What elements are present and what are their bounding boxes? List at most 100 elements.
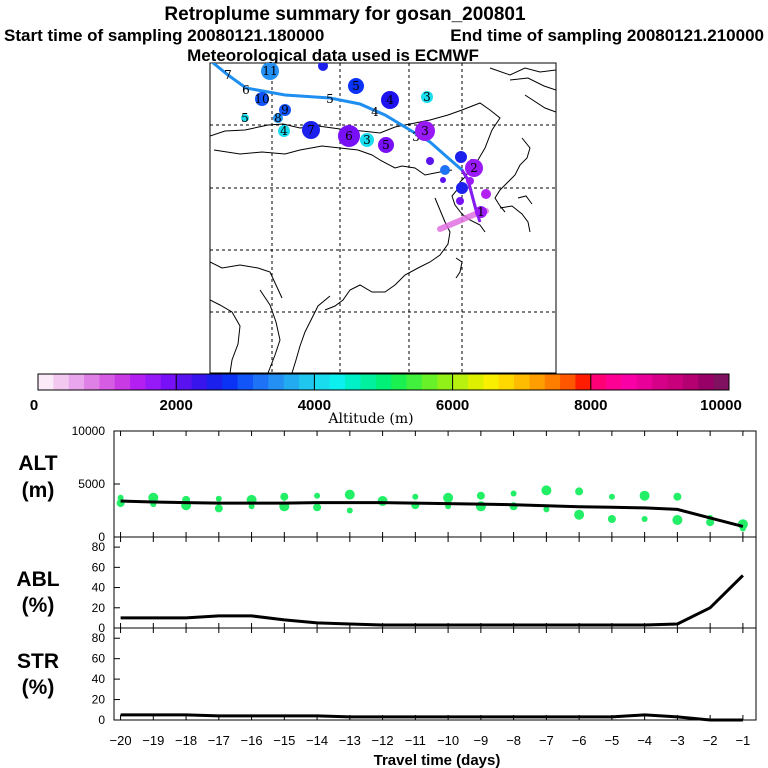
colorbar-swatch [375, 374, 392, 390]
trajectory-marker-label: 4 [280, 124, 288, 138]
colorbar-swatch [483, 374, 500, 390]
colorbar-swatch [268, 374, 285, 390]
x-tick-label: −10 [437, 733, 459, 748]
colorbar-swatch [130, 374, 146, 390]
y-tick-label: 40 [92, 581, 106, 595]
colorbar-swatch [114, 374, 131, 390]
colorbar-swatch [529, 374, 546, 390]
track-day-label: 5 [326, 92, 334, 106]
panel-label: STR [17, 650, 59, 673]
x-tick-label: −9 [473, 733, 488, 748]
x-tick-label: −20 [110, 733, 132, 748]
x-tick-label: −7 [539, 733, 554, 748]
x-tick-label: −14 [306, 733, 328, 748]
colorbar-tick-labels: 0 2000 4000 6000 8000 10000 [30, 374, 742, 414]
trajectory-marker-label: 8 [274, 111, 282, 125]
colorbar-swatch [38, 374, 54, 390]
colorbar-swatch [590, 374, 607, 390]
x-tick-label: −4 [637, 733, 652, 748]
colorbar-swatch [575, 374, 592, 390]
map-graticule [210, 63, 556, 373]
altitude-scatter-point [543, 506, 550, 513]
map-frame [209, 62, 557, 374]
y-tick-label: 60 [92, 652, 106, 666]
trajectory-marker-label: 6 [345, 129, 353, 143]
colorbar-swatch [68, 374, 85, 390]
colorbar-swatch [621, 374, 638, 390]
x-tick-label: −11 [405, 733, 426, 748]
str-panel: 80 60 40 20 0 STR (%) [17, 627, 757, 727]
colorbar-tick-label: 4000 [298, 397, 331, 414]
start-time-label: Start time of sampling 20080121.180000 [4, 26, 324, 45]
trajectory-marker [466, 177, 474, 185]
altitude-scatter-point [476, 491, 485, 500]
colorbar-label: Altitude (m) [327, 411, 413, 427]
colorbar-swatch [391, 374, 407, 390]
end-time-label: End time of sampling 20080121.210000 [450, 26, 764, 45]
altitude-panel: 10000 5000 0 ALT (m) [18, 424, 757, 544]
trajectory-marker [481, 189, 491, 199]
x-tick-label: −13 [339, 733, 361, 748]
altitude-scatter-point [412, 493, 419, 500]
panel-frame [113, 430, 757, 538]
colorbar-swatch [222, 374, 239, 390]
trajectory-marker-label: 1 [477, 205, 485, 219]
met-data-label: Meteorological data used is ECMWF [187, 46, 479, 65]
trajectory-marker-label: 5 [241, 111, 249, 125]
track-day-label: 6 [242, 83, 250, 97]
x-tick-label: −15 [273, 733, 295, 748]
y-tick-label: 0 [98, 621, 105, 635]
trajectory-marker [465, 159, 483, 177]
y-tick-label: 40 [92, 672, 106, 686]
colorbar-swatch [283, 374, 300, 390]
altitude-scatter-point [346, 507, 353, 514]
trajectory-marker [421, 91, 433, 103]
trajectory-marker-label: 3 [421, 124, 429, 138]
trajectory-marker-label: 3 [363, 133, 371, 147]
trajectory-marker [338, 125, 360, 147]
track-day-label: 4 [371, 105, 379, 119]
colorbar-swatch [84, 374, 100, 390]
altitude-scatter-point [313, 503, 322, 512]
y-tick-label: 10000 [72, 424, 106, 438]
trajectory-marker [381, 91, 399, 109]
colorbar-swatch [237, 374, 254, 390]
altitude-scatter-point [706, 518, 715, 527]
trajectory-marker-label: 11 [262, 64, 277, 78]
y-tick-label: 0 [98, 530, 105, 544]
y-tick-label: 80 [92, 631, 106, 645]
altitude-colorbar [37, 373, 730, 391]
trajectory-marker [302, 121, 320, 139]
trajectory-marker [255, 92, 269, 106]
panel-label: (%) [22, 676, 55, 699]
x-tick-label: −8 [506, 733, 521, 748]
travel-time-axis: −20 −19 −18 −17 −16 −15 −14 −13 −12 −11 −10 −9 −8 −7 −… [110, 733, 751, 748]
colorbar-swatch [560, 374, 576, 390]
trajectory-marker [261, 63, 279, 80]
trajectory-marker [456, 182, 468, 194]
x-tick-label: −1 [735, 733, 750, 748]
trajectory-marker [348, 78, 364, 94]
series-line [120, 713, 743, 722]
trajectory-marker-label: 2 [470, 161, 478, 175]
colorbar-swatch [99, 374, 116, 390]
colorbar-tick-label: 8000 [574, 397, 607, 414]
colorbar-tick-label: 0 [30, 397, 38, 414]
trajectory-marker [318, 63, 328, 71]
altitude-scatter-point [510, 490, 517, 497]
x-tick-label: −5 [604, 733, 619, 748]
panel-label: ABL [16, 568, 59, 591]
trajectory-marker [455, 151, 467, 163]
colorbar-swatch [421, 374, 438, 390]
trajectory-marker [456, 197, 464, 205]
panel-label: (m) [22, 479, 55, 502]
trajectory-marker [360, 133, 374, 147]
colorbar-swatch [406, 374, 423, 390]
colorbar-swatch [53, 374, 70, 390]
x-axis-label: Travel time (days) [374, 752, 501, 768]
panel-label: ALT [18, 452, 57, 475]
trajectory-marker-label: 9 [281, 103, 289, 117]
y-tick-label: 60 [92, 560, 106, 574]
